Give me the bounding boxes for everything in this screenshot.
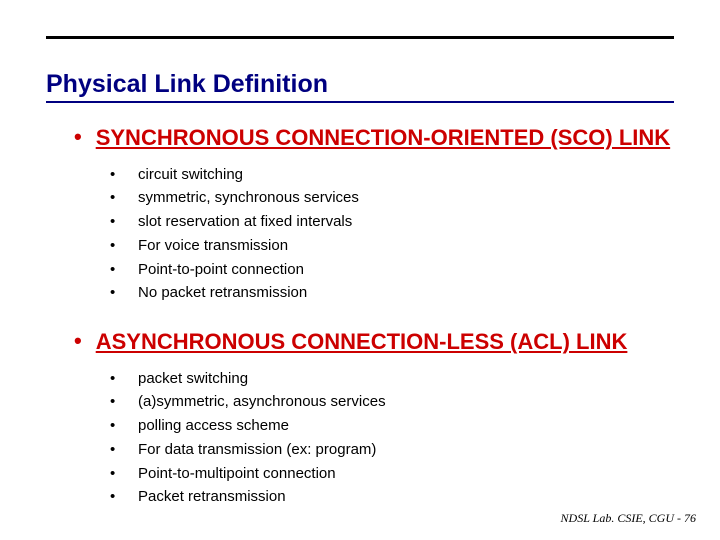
- item-text: polling access scheme: [138, 415, 289, 437]
- bullet-icon: •: [110, 211, 138, 233]
- section-heading: • ASYNCHRONOUS CONNECTION-LESS (ACL) LIN…: [74, 328, 674, 356]
- bullet-icon: •: [110, 282, 138, 304]
- item-text: (a)symmetric, asynchronous services: [138, 391, 386, 413]
- section-title: SYNCHRONOUS CONNECTION-ORIENTED (SCO) LI…: [96, 124, 670, 152]
- bullet-icon: •: [110, 415, 138, 437]
- list-item: •Point-to-multipoint connection: [110, 463, 674, 485]
- list-item: •No packet retransmission: [110, 282, 674, 304]
- item-text: symmetric, synchronous services: [138, 187, 359, 209]
- footer-text: NDSL Lab. CSIE, CGU - 76: [561, 511, 696, 526]
- item-text: For data transmission (ex: program): [138, 439, 376, 461]
- list-item: •polling access scheme: [110, 415, 674, 437]
- list-item: •Point-to-point connection: [110, 259, 674, 281]
- list-item: •slot reservation at fixed intervals: [110, 211, 674, 233]
- list-item: •For data transmission (ex: program): [110, 439, 674, 461]
- bullet-icon: •: [110, 391, 138, 413]
- bullet-icon: •: [110, 463, 138, 485]
- bullet-icon: •: [110, 486, 138, 508]
- page-title: Physical Link Definition: [46, 70, 674, 103]
- bullet-icon: •: [110, 368, 138, 390]
- section-heading: • SYNCHRONOUS CONNECTION-ORIENTED (SCO) …: [74, 124, 674, 152]
- item-text: packet switching: [138, 368, 248, 390]
- section-sco: • SYNCHRONOUS CONNECTION-ORIENTED (SCO) …: [74, 124, 674, 306]
- bullet-icon: •: [74, 328, 82, 354]
- bullet-icon: •: [110, 439, 138, 461]
- list-item: •(a)symmetric, asynchronous services: [110, 391, 674, 413]
- list-item: •symmetric, synchronous services: [110, 187, 674, 209]
- bullet-icon: •: [110, 259, 138, 281]
- bullet-icon: •: [110, 164, 138, 186]
- item-text: No packet retransmission: [138, 282, 307, 304]
- section-acl: • ASYNCHRONOUS CONNECTION-LESS (ACL) LIN…: [74, 328, 674, 510]
- bullet-icon: •: [110, 187, 138, 209]
- top-rule: [46, 36, 674, 39]
- item-text: Packet retransmission: [138, 486, 286, 508]
- item-text: circuit switching: [138, 164, 243, 186]
- bullet-icon: •: [110, 235, 138, 257]
- list-item: •For voice transmission: [110, 235, 674, 257]
- item-text: Point-to-point connection: [138, 259, 304, 281]
- bullet-icon: •: [74, 124, 82, 150]
- list-item: •packet switching: [110, 368, 674, 390]
- list-item: •Packet retransmission: [110, 486, 674, 508]
- section-title: ASYNCHRONOUS CONNECTION-LESS (ACL) LINK: [96, 328, 628, 356]
- item-text: Point-to-multipoint connection: [138, 463, 336, 485]
- item-text: For voice transmission: [138, 235, 288, 257]
- item-list: •circuit switching •symmetric, synchrono…: [110, 164, 674, 305]
- item-list: •packet switching •(a)symmetric, asynchr…: [110, 368, 674, 509]
- list-item: •circuit switching: [110, 164, 674, 186]
- item-text: slot reservation at fixed intervals: [138, 211, 352, 233]
